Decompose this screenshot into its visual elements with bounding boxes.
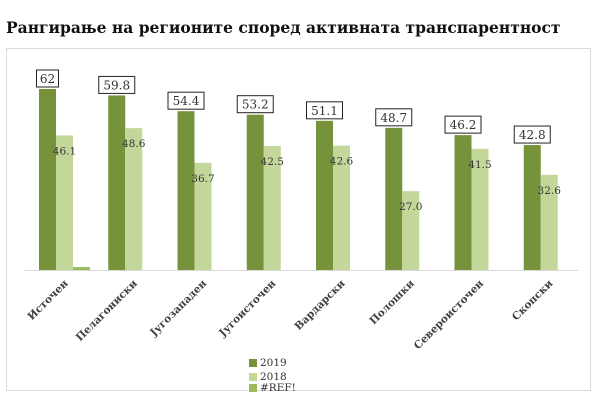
data-label-2018-5: 42.6: [330, 156, 354, 168]
x-tick-label-1: Источен: [25, 277, 70, 322]
legend-swatch-2019: [249, 359, 257, 367]
x-tick-label-6: Полошки: [367, 277, 417, 327]
data-label-2019-1: 62: [40, 72, 55, 86]
data-label-box-2019-4: [236, 95, 274, 114]
legend-item-ref: #REF!: [249, 382, 296, 394]
data-label-box-2019-1: [36, 69, 59, 88]
data-label-2019-2: 59.8: [103, 78, 130, 92]
x-tick-label-5: Вардарски: [293, 277, 348, 332]
bar-2018-5: [333, 145, 350, 270]
bar-2018-4: [263, 145, 281, 270]
bar-2019-7: [454, 135, 472, 270]
bar-2019-6: [385, 127, 403, 270]
legend-swatch-2018: [249, 373, 257, 381]
bar-2018-6: [402, 191, 420, 270]
x-tick-label-2: Пелагониски: [74, 277, 140, 343]
page-title: Рангирање на регионите според активната …: [6, 18, 561, 37]
bar-2019-5: [316, 120, 333, 270]
bar-2019-3: [177, 111, 195, 270]
bar-2018-3: [194, 162, 212, 270]
data-label-2019-8: 42.8: [519, 128, 546, 142]
bar-2018-7: [471, 148, 489, 270]
data-label-box-2019-7: [444, 115, 482, 134]
data-label-box-2019-8: [513, 125, 551, 144]
bar-2018-1: [56, 135, 73, 270]
bar-2018-8: [540, 174, 558, 270]
x-tick-label-8: Скопски: [510, 277, 556, 323]
bar-2019-4: [246, 114, 264, 270]
legend-item-2019: 2019: [249, 357, 287, 369]
legend-label-2019: 2019: [260, 357, 287, 369]
data-label-box-2019-5: [306, 101, 343, 120]
chart-frame: [6, 48, 591, 391]
data-label-2019-7: 46.2: [450, 118, 477, 132]
data-label-2018-1: 46.1: [53, 145, 76, 157]
data-label-2019-5: 51.1: [311, 104, 338, 118]
bar-2019-2: [108, 95, 126, 270]
x-tick-label-4: Југоисточен: [216, 277, 278, 339]
legend-swatch-ref: [249, 384, 257, 392]
x-tick-label-7: Североисточен: [412, 277, 487, 352]
data-label-box-2019-3: [167, 91, 205, 110]
data-label-2018-7: 41.5: [468, 159, 491, 171]
data-label-box-2019-6: [375, 108, 413, 127]
data-label-2018-4: 42.5: [261, 156, 284, 168]
data-label-2019-3: 54.4: [173, 94, 200, 108]
bar-2019-1: [39, 89, 56, 270]
bar-2019-8: [523, 145, 541, 270]
data-label-2019-4: 53.2: [242, 98, 269, 112]
data-label-2018-8: 32.6: [538, 185, 562, 197]
bar-2018-2: [125, 128, 143, 270]
data-label-2018-3: 36.7: [191, 173, 214, 185]
legend-label-ref: #REF!: [260, 382, 296, 394]
legend-item-2018: 2018: [249, 371, 287, 383]
legend-label-2018: 2018: [260, 371, 287, 383]
x-tick-label-3: Југозападен: [147, 277, 209, 339]
data-label-2018-2: 48.6: [122, 138, 146, 150]
bar-ref-1: [73, 267, 90, 270]
data-label-2019-6: 48.7: [380, 111, 407, 125]
data-label-2018-6: 27.0: [399, 201, 422, 213]
data-label-box-2019-2: [98, 75, 136, 94]
